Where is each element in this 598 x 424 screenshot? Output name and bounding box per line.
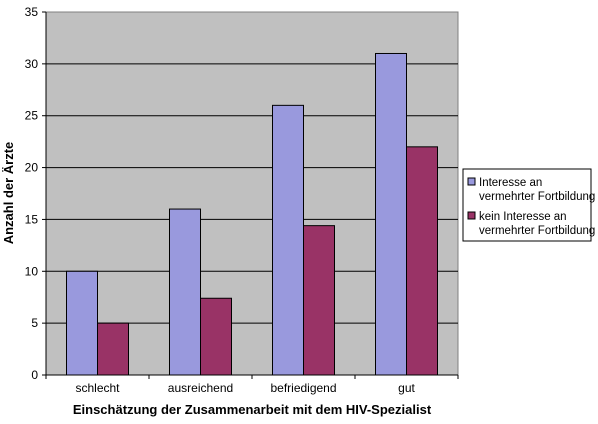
y-tick-label: 0 [31,368,38,382]
bar-no-interest [200,297,232,376]
legend-label: kein Interesse an [479,211,567,223]
bar-no-interest [303,225,335,376]
legend-box [462,168,592,242]
bar-interest [272,104,304,376]
y-tick-label: 30 [25,57,39,71]
y-tick-label: 25 [25,109,39,123]
x-tick-label: schlecht [75,381,120,395]
y-tick-label: 10 [25,264,39,278]
x-tick-labels: schlecht ausreichend befriedigend gut [45,375,459,395]
y-tick-label: 35 [25,5,39,19]
bar-no-interest [406,146,438,376]
x-tick-label: ausreichend [168,381,233,395]
x-axis-title: Einschätzung der Zusammenarbeit mit dem … [73,402,432,417]
legend-label: vermehrter Fortbildung [479,191,595,203]
x-tick-label: befriedigend [270,381,336,395]
legend-swatch [467,177,476,186]
bars-group [66,52,438,376]
y-tick-label: 15 [25,212,39,226]
y-tick-label: 20 [25,161,39,175]
bar-interest [169,208,201,376]
bar-no-interest [97,322,129,376]
legend-label: Interesse an [479,177,542,189]
legend-label: vermehrter Fortbildung [479,225,595,237]
y-axis-title: Anzahl der Ärzte [1,142,16,245]
legend-swatch [467,211,476,220]
legend: Interesse an vermehrter Fortbildung kein I… [462,168,595,242]
y-tick-label: 5 [31,316,38,330]
y-tick-labels: 0 5 10 15 20 25 30 35 [25,5,46,382]
bar-interest [66,270,98,376]
x-tick-label: gut [398,381,415,395]
bar-interest [375,52,407,376]
